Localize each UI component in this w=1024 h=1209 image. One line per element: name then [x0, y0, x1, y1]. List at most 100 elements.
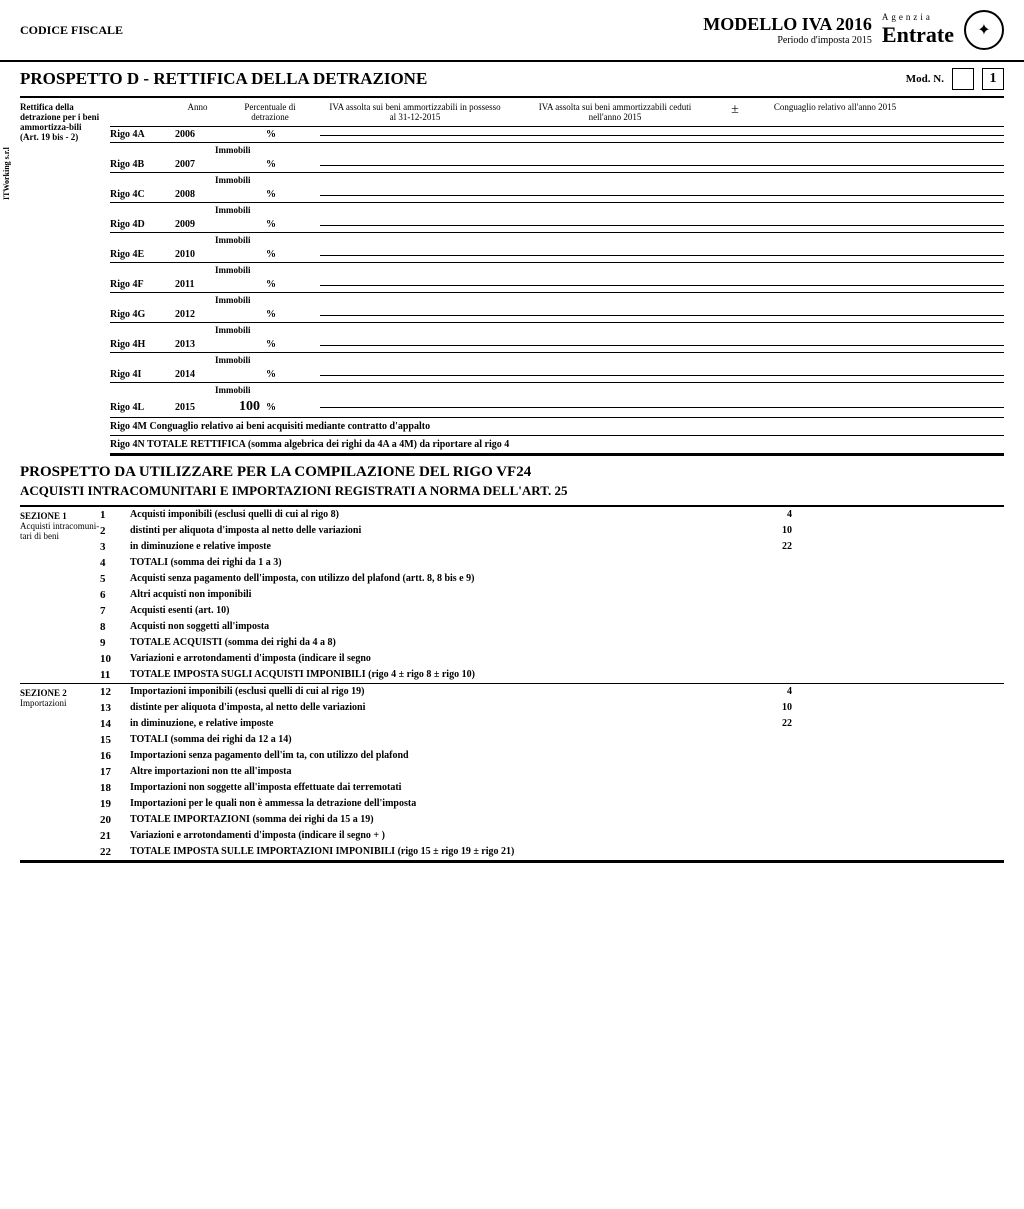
- row-number: 22: [100, 846, 118, 858]
- anno-value: 2014: [175, 369, 210, 380]
- sezione-row: 20 TOTALE IMPORTAZIONI (somma dei righi …: [100, 812, 1004, 828]
- row-number: 8: [100, 621, 118, 633]
- aliquota-value: 4: [762, 686, 792, 697]
- sezione-row: 1 Acquisti imponibili (esclusi quelli di…: [100, 507, 1004, 523]
- percent-symbol: %: [266, 402, 276, 413]
- sezione-row: 21 Variazioni e arrotondamenti d'imposta…: [100, 828, 1004, 844]
- anno-value: 2011: [175, 279, 210, 290]
- percent-symbol: %: [266, 339, 276, 350]
- row-description: Variazioni e arrotondamenti d'imposta (i…: [130, 653, 750, 664]
- rigo-row: Rigo 4E 2010 %: [110, 247, 1004, 263]
- sezione-row: 10 Variazioni e arrotondamenti d'imposta…: [100, 651, 1004, 667]
- rigo-row: Rigo 4G 2012 %: [110, 307, 1004, 323]
- anno-value: 2010: [175, 249, 210, 260]
- percent-symbol: %: [266, 249, 276, 260]
- row-description: in diminuzione, e relative imposte: [130, 718, 750, 729]
- row-description: Acquisti non soggetti all'imposta: [130, 621, 750, 632]
- rettifica-side-label: Rettifica della detrazione per i beni am…: [20, 98, 100, 456]
- percent-symbol: %: [266, 129, 276, 140]
- row-number: 21: [100, 830, 118, 842]
- prospetto-vf-subtitle: ACQUISTI INTRACOMUNITARI E IMPORTAZIONI …: [20, 483, 1004, 507]
- rigo-label: Rigo 4F: [110, 279, 160, 290]
- row-number: 4: [100, 557, 118, 569]
- anno-value: 2013: [175, 339, 210, 350]
- sezione-row: 15 TOTALI (somma dei righi da 12 a 14): [100, 732, 1004, 748]
- agenzia-logo: Agenzia Entrate: [882, 12, 954, 48]
- immobili-label: Immobili: [110, 173, 1004, 187]
- row-number: 2: [100, 525, 118, 537]
- sezione-row: 4 TOTALI (somma dei righi da 1 a 3): [100, 555, 1004, 571]
- rigo-label: Rigo 4G: [110, 309, 160, 320]
- sezione-row: 13 distinte per aliquota d'imposta, al n…: [100, 700, 1004, 716]
- sezione-row: 9 TOTALE ACQUISTI (somma dei righi da 4 …: [100, 635, 1004, 651]
- anno-value: 2012: [175, 309, 210, 320]
- rigo-label: Rigo 4D: [110, 219, 160, 230]
- row-description: TOTALE IMPORTAZIONI (somma dei righi da …: [130, 814, 750, 825]
- rigo-row: Rigo 4C 2008 %: [110, 187, 1004, 203]
- row-description: Acquisti esenti (art. 10): [130, 605, 750, 616]
- rigo-row: Rigo 4A 2006 %: [110, 127, 1004, 143]
- prospetto-d-title: PROSPETTO D - RETTIFICA DELLA DETRAZIONE…: [20, 62, 1004, 98]
- sezione-row: 19 Importazioni per le quali non è ammes…: [100, 796, 1004, 812]
- anno-value: 2007: [175, 159, 210, 170]
- row-description: Acquisti imponibili (esclusi quelli di c…: [130, 509, 750, 520]
- rigo-label: Rigo 4L: [110, 402, 160, 413]
- anno-value: 2008: [175, 189, 210, 200]
- sezione-row: 7 Acquisti esenti (art. 10): [100, 603, 1004, 619]
- row-description: Altre importazioni non tte all'imposta: [130, 766, 750, 777]
- row-number: 6: [100, 589, 118, 601]
- sezione-row: 8 Acquisti non soggetti all'imposta: [100, 619, 1004, 635]
- percent-symbol: %: [266, 219, 276, 230]
- row-description: TOTALE IMPOSTA SUGLI ACQUISTI IMPONIBILI…: [130, 669, 750, 680]
- immobili-label: Immobili: [110, 233, 1004, 247]
- percent-symbol: %: [266, 159, 276, 170]
- rigo-label: Rigo 4C: [110, 189, 160, 200]
- rigo-row: Rigo 4L 2015 100%: [110, 397, 1004, 418]
- row-number: 10: [100, 653, 118, 665]
- row-description: distinti per aliquota d'imposta al netto…: [130, 525, 750, 536]
- aliquota-value: 10: [762, 702, 792, 713]
- aliquota-value: 22: [762, 541, 792, 552]
- rigo-label: Rigo 4B: [110, 159, 160, 170]
- row-description: Importazioni per le quali non è ammessa …: [130, 798, 750, 809]
- rigo-4n-note: Rigo 4N TOTALE RETTIFICA (somma algebric…: [110, 436, 1004, 456]
- periodo-label: Periodo d'imposta 2015: [703, 35, 872, 46]
- vertical-watermark: ITWorking s.r.l: [2, 147, 11, 200]
- rigo-row: Rigo 4B 2007 %: [110, 157, 1004, 173]
- immobili-label: Immobili: [110, 203, 1004, 217]
- row-description: TOTALI (somma dei righi da 12 a 14): [130, 734, 750, 745]
- row-number: 7: [100, 605, 118, 617]
- anno-value: 2006: [175, 129, 210, 140]
- sezione-1-label: SEZIONE 1 Acquisti intracomuni-tari di b…: [20, 507, 100, 683]
- mod-n-label: Mod. N.: [906, 73, 944, 85]
- sezione-row: 3 in diminuzione e relative imposte 22: [100, 539, 1004, 555]
- row-description: Importazioni imponibili (esclusi quelli …: [130, 686, 750, 697]
- anno-value: 2015: [175, 402, 210, 413]
- rigo-row: Rigo 4F 2011 %: [110, 277, 1004, 293]
- aliquota-value: 4: [762, 509, 792, 520]
- sezione-row: 14 in diminuzione, e relative imposte 22: [100, 716, 1004, 732]
- prospetto-vf-title: PROSPETTO DA UTILIZZARE PER LA COMPILAZI…: [20, 456, 1004, 483]
- perc-value: 100: [225, 399, 260, 415]
- row-number: 1: [100, 509, 118, 521]
- page-header: CODICE FISCALE MODELLO IVA 2016 Periodo …: [0, 0, 1024, 62]
- immobili-label: Immobili: [110, 143, 1004, 157]
- codice-fiscale-label: CODICE FISCALE: [20, 23, 123, 38]
- row-number: 12: [100, 686, 118, 698]
- modello-title: MODELLO IVA 2016: [703, 14, 872, 35]
- immobili-label: Immobili: [110, 353, 1004, 367]
- sezione-row: 17 Altre importazioni non tte all'impost…: [100, 764, 1004, 780]
- row-description: TOTALE IMPOSTA SULLE IMPORTAZIONI IMPONI…: [130, 846, 750, 857]
- row-number: 15: [100, 734, 118, 746]
- row-number: 13: [100, 702, 118, 714]
- row-number: 16: [100, 750, 118, 762]
- immobili-label: Immobili: [110, 383, 1004, 397]
- rigo-label: Rigo 4H: [110, 339, 160, 350]
- row-description: Variazioni e arrotondamenti d'imposta (i…: [130, 830, 750, 841]
- immobili-label: Immobili: [110, 263, 1004, 277]
- rigo-label: Rigo 4E: [110, 249, 160, 260]
- percent-symbol: %: [266, 279, 276, 290]
- rigo-4m-note: Rigo 4M Conguaglio relativo ai beni acqu…: [110, 418, 1004, 436]
- row-number: 18: [100, 782, 118, 794]
- row-number: 9: [100, 637, 118, 649]
